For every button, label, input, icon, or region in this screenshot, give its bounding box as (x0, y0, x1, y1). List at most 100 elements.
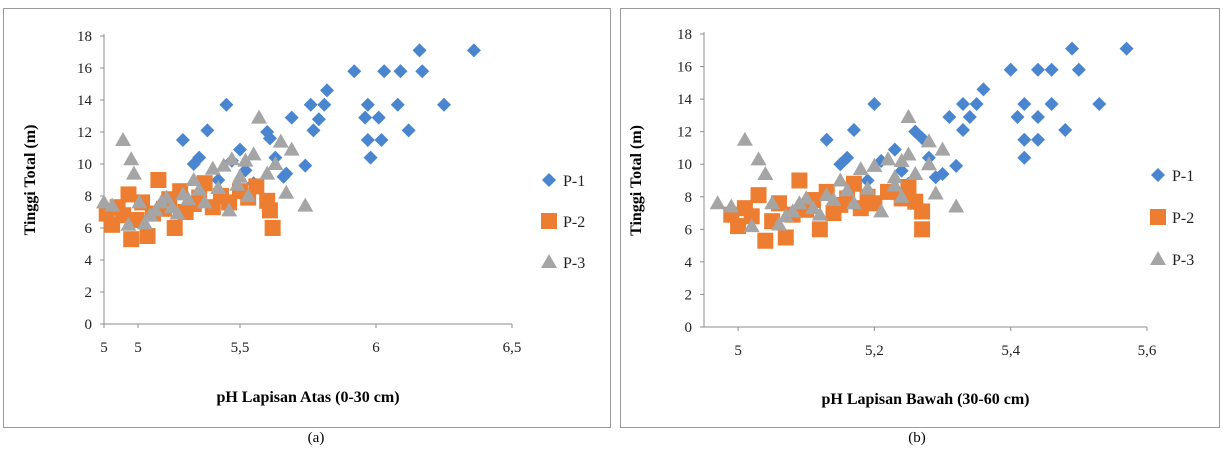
data-point-p-2 (750, 187, 767, 204)
legend-marker-p-1 (1151, 168, 1165, 182)
data-point-p-3 (893, 188, 910, 203)
data-point-p-3 (845, 195, 862, 210)
series-p-1 (819, 41, 1134, 191)
caption-b: (b) (908, 430, 926, 446)
data-point-p-3 (832, 172, 849, 187)
data-point-p-3 (297, 197, 314, 212)
series-p-1 (175, 43, 481, 191)
data-point-p-1 (819, 132, 834, 147)
data-point-p-1 (415, 64, 430, 79)
data-point-p-3 (764, 195, 781, 210)
data-point-p-2 (264, 220, 281, 236)
data-point-p-1 (466, 43, 481, 58)
data-point-p-1 (175, 133, 190, 147)
data-point-p-1 (1030, 62, 1045, 77)
x-tick-label: 6,5 (503, 340, 522, 356)
data-point-p-3 (723, 198, 740, 213)
y-tick-label: 6 (685, 222, 693, 238)
data-point-p-2 (757, 232, 774, 249)
data-point-p-1 (317, 97, 332, 112)
data-point-p-1 (1017, 132, 1032, 147)
data-point-p-1 (1071, 62, 1086, 77)
data-point-p-3 (805, 200, 822, 215)
data-point-p-1 (1119, 41, 1134, 56)
y-axis-title: Tinggi Total (m) (628, 125, 645, 236)
data-point-p-3 (136, 215, 153, 230)
data-point-p-1 (374, 133, 389, 147)
x-tick-label: 5 (100, 340, 108, 356)
data-point-p-3 (180, 191, 197, 206)
legend-label-p-2: P-2 (1172, 210, 1194, 227)
y-tick-label: 0 (85, 317, 93, 333)
data-point-p-3 (852, 161, 869, 176)
data-point-p-3 (232, 168, 248, 183)
chart-panel-b: 0 2 4 6 8 10 12 14 16 18 5 5,2 5,4 5,6 pH Lapisan Bawa… (620, 8, 1220, 428)
data-point-p-3 (125, 165, 142, 180)
x-tick-label: 5,5 (231, 340, 250, 356)
y-tick-label: 12 (677, 125, 692, 141)
data-point-p-1 (1092, 96, 1107, 111)
legend-label-p-3: P-3 (1172, 252, 1194, 269)
data-point-p-3 (750, 151, 767, 166)
data-point-p-2 (139, 228, 156, 244)
data-point-p-3 (811, 206, 828, 221)
data-point-p-1 (1044, 96, 1059, 111)
data-point-p-3 (709, 195, 726, 210)
data-point-p-2 (914, 221, 931, 238)
data-point-p-3 (272, 133, 289, 148)
data-point-p-1 (347, 64, 362, 79)
data-point-p-3 (948, 198, 965, 213)
y-tick-label: 0 (685, 320, 693, 336)
data-point-p-2 (730, 218, 747, 235)
data-point-p-3 (191, 181, 208, 196)
data-point-p-1 (303, 97, 318, 112)
data-point-p-3 (886, 169, 903, 184)
data-point-p-2 (261, 202, 278, 219)
data-point-p-1 (1003, 62, 1018, 77)
data-point-p-1 (371, 110, 386, 125)
data-point-p-1 (935, 166, 950, 181)
data-point-p-3 (278, 184, 295, 199)
data-point-p-3 (245, 146, 262, 161)
data-point-p-1 (390, 97, 405, 112)
data-point-p-1 (358, 110, 373, 125)
data-point-p-3 (185, 172, 202, 186)
data-point-p-3 (900, 146, 917, 161)
data-point-p-3 (251, 109, 268, 124)
data-point-p-1 (393, 64, 408, 79)
data-point-p-3 (784, 203, 801, 218)
legend-label-p-3: P-3 (563, 255, 585, 272)
data-point-p-1 (192, 150, 207, 165)
legend-label-p-1: P-1 (563, 173, 585, 190)
data-point-p-1 (311, 112, 326, 127)
y-axis-title: Tinggi Total (m) (22, 125, 39, 236)
data-point-p-1 (298, 158, 313, 173)
data-point-p-1 (360, 133, 375, 147)
data-point-p-2 (150, 172, 167, 188)
legend-marker-p-1 (542, 173, 556, 187)
y-tick-label: 2 (85, 285, 93, 301)
series-p-3 (96, 109, 314, 231)
data-point-p-3 (934, 141, 951, 156)
y-tick-label: 6 (85, 221, 93, 237)
data-point-p-1 (284, 110, 299, 125)
data-point-p-1 (1065, 41, 1080, 56)
data-point-p-3 (791, 195, 808, 210)
y-tick-label: 4 (685, 255, 693, 271)
data-point-p-1 (363, 150, 378, 165)
data-point-p-3 (120, 216, 137, 231)
scatter-plot-b: 0 2 4 6 8 10 12 14 16 18 5 5,2 5,4 5,6 pH Lapisan Bawa… (628, 27, 1194, 408)
legend-label-p-1: P-1 (1172, 168, 1194, 185)
data-point-p-1 (1044, 62, 1059, 77)
data-point-p-3 (825, 192, 842, 207)
y-tick-label: 14 (77, 93, 93, 109)
data-point-p-1 (955, 123, 970, 138)
data-point-p-2 (866, 195, 883, 212)
y-tick-label: 16 (677, 60, 693, 76)
data-point-p-2 (248, 178, 265, 195)
data-point-p-1 (887, 142, 902, 157)
data-point-p-3 (900, 109, 917, 124)
data-point-p-1 (1030, 110, 1045, 125)
data-point-p-1 (1017, 150, 1032, 165)
x-tick-label: 5,2 (865, 343, 884, 359)
